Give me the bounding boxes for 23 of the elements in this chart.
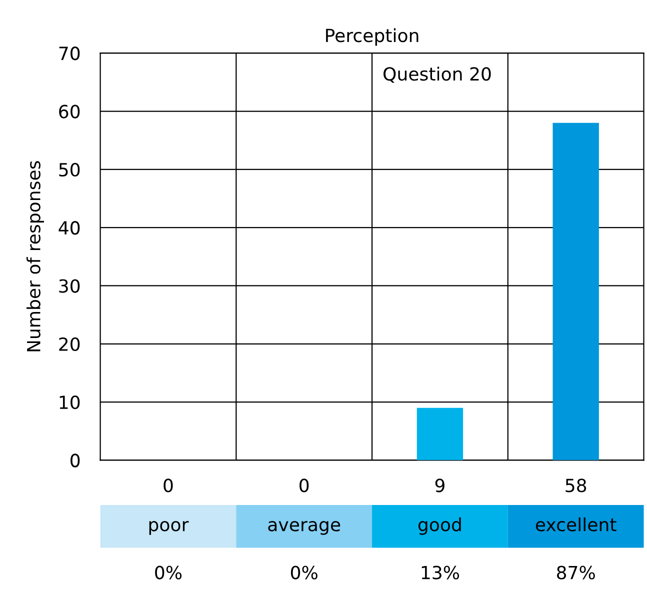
text: 0%	[290, 566, 318, 580]
y-tick-label: 50	[59, 162, 80, 177]
x-tick-label: average	[268, 521, 340, 535]
y-tick-label: 60	[59, 104, 80, 118]
text: 13%	[422, 566, 460, 580]
y-tick-label: 20	[59, 337, 80, 351]
data-label: 58	[566, 478, 586, 492]
x-tick-label: excellent	[536, 517, 616, 532]
y-tick-label: 70	[59, 46, 80, 60]
data-label: 0	[164, 478, 173, 492]
chart-title: Perception	[326, 28, 418, 46]
text: Question 20	[384, 66, 491, 83]
y-tick-label: 10	[60, 396, 80, 410]
x-tick-label: good	[418, 517, 461, 535]
y-tick-label: 40	[58, 221, 80, 235]
y-tick-label: 0	[70, 454, 80, 468]
x-tick-label: poor	[149, 521, 189, 535]
text: 87%	[556, 566, 595, 580]
data-label: 9	[435, 478, 444, 492]
y-axis-title: Number of responses	[26, 161, 44, 352]
y-tick-label: 30	[59, 279, 80, 293]
data-label: 0	[300, 478, 309, 492]
text: 0%	[155, 566, 182, 580]
